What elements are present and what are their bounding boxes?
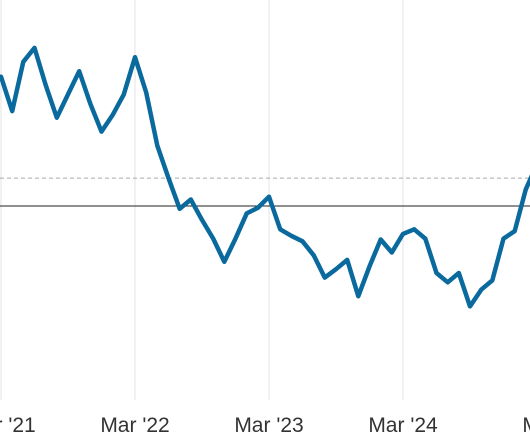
series-line [0, 45, 530, 309]
x-axis-tick-labels: Mar '21 Mar '22 Mar '23 Mar '24 Ma [0, 414, 530, 437]
series-layer [0, 45, 530, 309]
x-tick-label: Mar '23 [234, 414, 303, 437]
x-tick-label: Mar '22 [100, 414, 169, 437]
reference-lines [0, 177, 530, 207]
x-tick-label: Mar '21 [0, 414, 36, 437]
x-tick-label: Mar '24 [368, 414, 438, 437]
x-tick-label: Ma [522, 414, 530, 437]
